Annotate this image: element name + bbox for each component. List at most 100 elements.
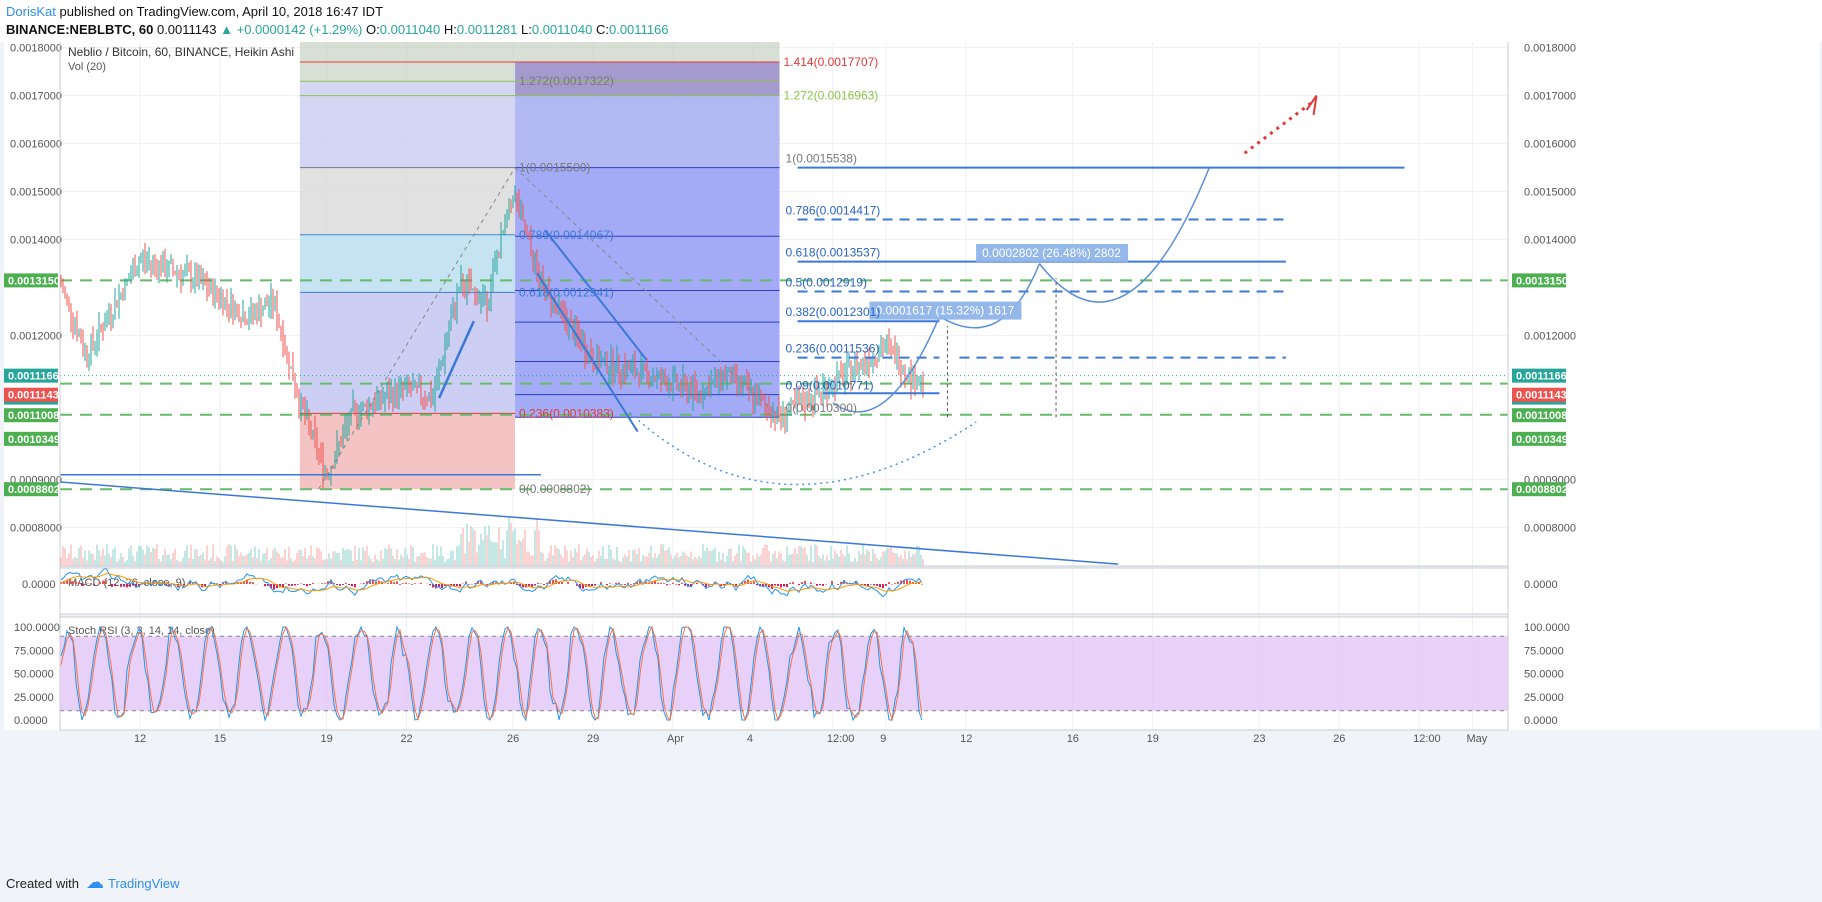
price-tag-right-text: 0.0011008 bbox=[1516, 410, 1567, 422]
stoch-tick-right: 0.0000 bbox=[1524, 715, 1558, 727]
macd-pane bbox=[60, 568, 1508, 614]
up-triangle-icon: ▲ bbox=[220, 22, 233, 37]
price-tag-left-text: 0.0010349 bbox=[8, 434, 60, 446]
fib-target-label: 0.786(0.0014417) bbox=[786, 203, 881, 217]
macd-tick-right: 0.0000 bbox=[1524, 579, 1558, 591]
y-tick-left: 0.0016000 bbox=[10, 139, 62, 151]
fib-target-label: 0.236(0.0011536) bbox=[786, 342, 880, 356]
tradingview-brand[interactable]: TradingView bbox=[108, 876, 180, 891]
fib-diagonal bbox=[318, 167, 516, 490]
measure-label-text: 0.0002802 (26.48%) 2802 bbox=[982, 246, 1121, 260]
fib-level-label: 0.236(0.0010383) bbox=[519, 406, 614, 420]
right-axis bbox=[1508, 42, 1820, 730]
price-tag-right bbox=[1512, 387, 1566, 402]
x-tick-label: Apr bbox=[667, 733, 684, 745]
fib-level-label: 0.618(0.0012941) bbox=[519, 285, 614, 299]
channel-lower bbox=[536, 272, 639, 433]
fib-target-label: 0.382(0.0012301) bbox=[786, 305, 881, 319]
trendline-long bbox=[59, 481, 1119, 565]
price-tag-right-text: 0.0011143 bbox=[1516, 390, 1567, 402]
open-value: 0.0011040 bbox=[379, 22, 441, 37]
x-tick-label: 12:00 bbox=[827, 733, 855, 745]
tradingview-cloud-icon: ☁ bbox=[86, 872, 104, 892]
y-tick-left: 0.0018000 bbox=[10, 43, 62, 55]
fib-zone-band bbox=[299, 81, 516, 168]
trend-impulse bbox=[437, 320, 475, 399]
y-tick-left: 0.0012000 bbox=[10, 331, 62, 343]
close-label: C: bbox=[595, 22, 609, 37]
fib-level-label: 1.272(0.0016963) bbox=[784, 89, 879, 103]
last-price: 0.0011143 bbox=[156, 22, 217, 37]
price-tag-left bbox=[4, 368, 58, 383]
price-tag-left bbox=[4, 482, 58, 497]
high-value: 0.0011281 bbox=[456, 22, 518, 37]
fib-target-label: 0.09(0.0010771) bbox=[786, 379, 874, 393]
measure-label-box bbox=[869, 301, 1022, 320]
price-tag-right-text: 0.0008802 bbox=[1516, 484, 1568, 496]
y-tick-right: 0.0017000 bbox=[1524, 91, 1576, 103]
price-tag-right-text: 0.0013150 bbox=[1516, 275, 1568, 287]
x-tick-label: 23 bbox=[1253, 733, 1265, 745]
fib-level-label: 1(0.0015500) bbox=[519, 161, 590, 175]
x-tick-label: 16 bbox=[1067, 733, 1079, 745]
x-tick-label: 15 bbox=[214, 733, 226, 745]
low-value: 0.0011040 bbox=[531, 22, 593, 37]
price-tag-left bbox=[4, 408, 58, 423]
price-tag-right bbox=[1512, 368, 1566, 383]
y-tick-left: 0.0008000 bbox=[10, 523, 62, 535]
candles bbox=[60, 185, 924, 489]
x-tick-label: 29 bbox=[587, 733, 599, 745]
x-tick-label: 26 bbox=[507, 733, 519, 745]
dotted-projection bbox=[629, 411, 977, 486]
fib-zone-right-purple bbox=[515, 62, 780, 96]
volume-bars bbox=[60, 516, 924, 566]
target-arrow bbox=[1243, 99, 1316, 155]
price-tag-left bbox=[4, 273, 58, 288]
chart-area[interactable]: 0.0018000 0.0018000 0.0017000 0.0017000 0.00… bbox=[0, 42, 1822, 866]
macd-series bbox=[60, 567, 923, 598]
projection-curve-1 bbox=[832, 316, 941, 413]
published-text: published on TradingView.com, April 10, … bbox=[59, 4, 384, 19]
fib-level-label: 0(0.0008802) bbox=[519, 482, 590, 496]
fib-level-label: 0.786(0.0014067) bbox=[519, 228, 614, 242]
author-link[interactable]: DorisKat bbox=[6, 4, 56, 19]
arrow-head-icon bbox=[1305, 95, 1318, 115]
price-tag-left-text: 0.0008802 bbox=[8, 484, 60, 496]
fib-zone-right-upper bbox=[515, 95, 780, 168]
stoch-tick-left: 25.0000 bbox=[14, 692, 54, 704]
y-tick-right: 0.0015000 bbox=[1524, 187, 1576, 199]
y-tick-left: 0.0014000 bbox=[10, 235, 62, 247]
x-tick-label: 4 bbox=[747, 733, 753, 745]
fib-zone-red bbox=[299, 413, 516, 490]
stoch-tick-left: 50.0000 bbox=[14, 669, 54, 681]
stoch-tick-right: 50.0000 bbox=[1524, 669, 1564, 681]
x-tick-label: 12 bbox=[134, 733, 146, 745]
high-label: H: bbox=[443, 22, 457, 37]
price-tag-right bbox=[1512, 482, 1566, 497]
y-tick-left: 0.0015000 bbox=[10, 187, 62, 199]
symbol-label: BINANCE:NEBLBTC, 60 bbox=[6, 22, 154, 37]
stoch-d-line bbox=[60, 625, 923, 722]
x-tick-label: 19 bbox=[1147, 733, 1159, 745]
fib-zone-right-top bbox=[515, 42, 780, 62]
x-tick-label: May bbox=[1466, 733, 1487, 745]
price-tag-left-text: 0.0011166 bbox=[8, 371, 59, 383]
created-with-text: Created with bbox=[6, 876, 79, 891]
left-axis bbox=[4, 42, 60, 730]
y-tick-left: 0.0017000 bbox=[10, 91, 62, 103]
price-tag-right-text: 0.0010349 bbox=[1516, 434, 1568, 446]
footer: Created with ☁ TradingView bbox=[0, 866, 1822, 902]
x-tick-label: 19 bbox=[321, 733, 333, 745]
fib-level-label: 1.414(0.0017707) bbox=[784, 55, 879, 69]
signal-line bbox=[60, 573, 923, 592]
stoch-tick-left: 0.0000 bbox=[14, 715, 48, 727]
measure-label-text: 0.0001617 (15.32%) 1617 bbox=[876, 304, 1015, 318]
price-tag-left bbox=[4, 387, 58, 402]
price-tag-left-text: 0.0011143 bbox=[8, 390, 59, 402]
stoch-title: Stoch RSI (3, 3, 14, 14, close) bbox=[68, 625, 215, 637]
fib-target-label: 0.618(0.0013537) bbox=[786, 246, 881, 260]
y-tick-right: 0.0008000 bbox=[1524, 523, 1576, 535]
volume-label: Vol (20) bbox=[68, 61, 106, 73]
y-tick-right: 0.0016000 bbox=[1524, 139, 1576, 151]
fib-target-label: 1(0.0015538) bbox=[786, 152, 857, 166]
